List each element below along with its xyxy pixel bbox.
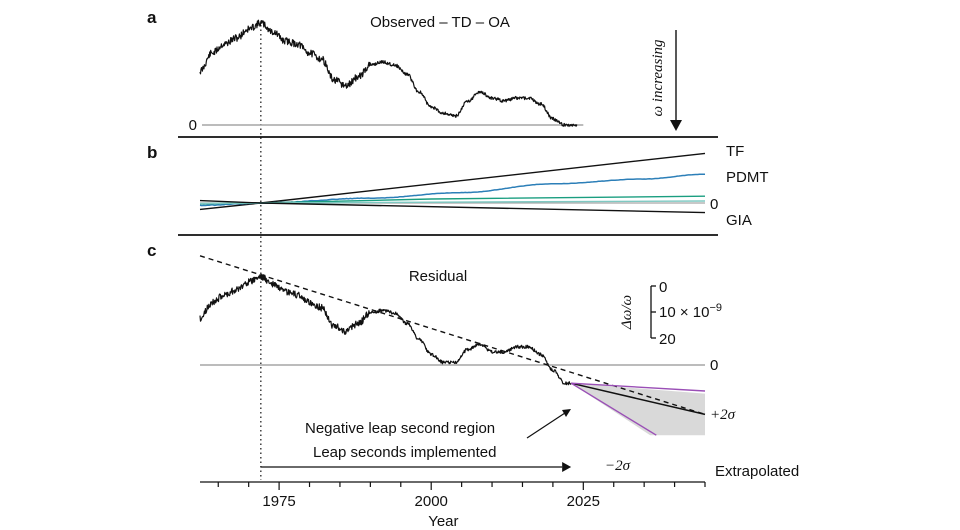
trend-dashed-line bbox=[199, 255, 706, 416]
minus-2sigma-line bbox=[570, 382, 657, 436]
extrapolated-label: Extrapolated bbox=[715, 463, 799, 480]
panel-a-letter: a bbox=[147, 8, 157, 27]
x-axis-ticks: 1975 2000 2025 bbox=[217, 482, 706, 510]
scale-bar: 0 10 × 10−9 20 Δω/ω bbox=[619, 279, 722, 348]
panel-a-title: Observed – TD – OA bbox=[370, 14, 510, 31]
panel-b: b TF PDMT 0 GIA bbox=[147, 143, 769, 229]
tf-label: TF bbox=[726, 143, 744, 160]
x-tick-label: 1975 bbox=[262, 493, 295, 510]
gia-label: GIA bbox=[726, 212, 752, 229]
panel-a: a Observed – TD – OA 0 ω increasing bbox=[147, 8, 682, 134]
omega-increasing-label: ω increasing bbox=[650, 39, 666, 117]
panel-b-zero-label: 0 bbox=[710, 196, 718, 213]
x-tick-label: 2000 bbox=[415, 493, 448, 510]
uncertainty-band bbox=[571, 383, 705, 436]
panel-c-title: Residual bbox=[409, 268, 467, 285]
panel-a-zero-label: 0 bbox=[189, 117, 197, 134]
x-axis-label: Year bbox=[428, 513, 458, 530]
panel-c: c Residual 0 +2σ −2σ Extrapolated Negati… bbox=[147, 241, 799, 530]
minus-2sigma-label: −2σ bbox=[605, 458, 631, 474]
plus-2sigma-label: +2σ bbox=[710, 407, 736, 423]
omega-increasing-arrow: ω increasing bbox=[650, 30, 682, 131]
scale-tick-20: 20 bbox=[659, 331, 676, 348]
panel-b-letter: b bbox=[147, 143, 157, 162]
panel-a-observed-line bbox=[199, 19, 578, 128]
residual-line bbox=[199, 273, 572, 386]
scale-tick-10: 10 × 10−9 bbox=[659, 302, 722, 321]
negative-leap-pointer-head bbox=[562, 409, 571, 417]
negative-leap-region-label: Negative leap second region bbox=[305, 420, 495, 437]
leap-seconds-arrow-head bbox=[562, 462, 572, 472]
panel-c-letter: c bbox=[147, 241, 156, 260]
plus-2sigma-line bbox=[571, 382, 706, 392]
x-tick-label: 2025 bbox=[567, 493, 600, 510]
scale-axis-label: Δω/ω bbox=[619, 295, 635, 330]
negative-leap-pointer bbox=[526, 410, 569, 439]
scale-tick-0: 0 bbox=[659, 279, 667, 296]
gia-line bbox=[199, 199, 706, 214]
leap-seconds-label: Leap seconds implemented bbox=[313, 444, 496, 461]
extrapolated-line bbox=[570, 382, 706, 416]
panel-c-zero-label: 0 bbox=[710, 357, 718, 374]
pdmt-label: PDMT bbox=[726, 169, 769, 186]
